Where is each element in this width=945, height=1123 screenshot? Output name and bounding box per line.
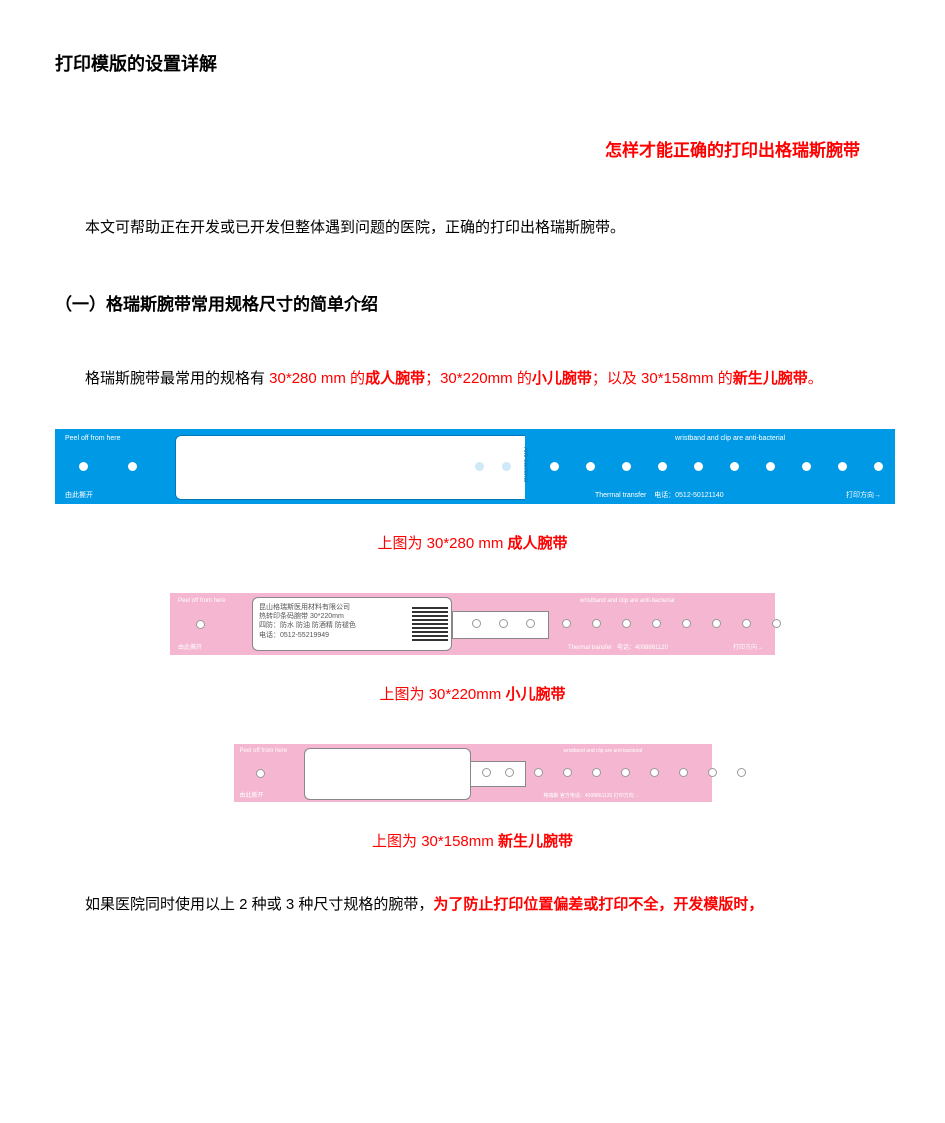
antibacterial-text: wristband and clip are anti-bacterial xyxy=(564,748,643,754)
caption-size: 30*220mm xyxy=(429,686,506,703)
caption-bold: 小儿腕带 xyxy=(505,686,565,703)
child-strap-holes xyxy=(562,619,781,628)
print-direction-text: 打印方向→ xyxy=(733,642,763,651)
spec-bold-newborn: 新生儿腕带 xyxy=(733,370,808,387)
newborn-mid-holes xyxy=(482,768,514,777)
adult-mid-holes xyxy=(475,462,511,471)
spec-mid: ；以及 xyxy=(592,370,641,387)
tear-here-text: 由此撕开 xyxy=(65,490,93,500)
tear-here-text: 由此撕开 xyxy=(178,642,202,651)
newborn-left-hole xyxy=(256,769,265,778)
newborn-caption: 上图为 30*158mm 新生儿腕带 xyxy=(55,830,890,851)
adult-left-holes xyxy=(79,462,137,471)
antibacterial-text: wristband and clip are anti-bacterial xyxy=(675,435,785,442)
adult-caption: 上图为 30*280 mm 成人腕带 xyxy=(55,532,890,553)
child-wristband: 昆山格瑞斯医用材料有限公司 热转印条码腕带 30*220mm 四防：防水 防油 … xyxy=(170,593,775,655)
bottom-right-text: 格瑞斯 官方电话：4008861120 打印方向→ xyxy=(544,792,639,799)
spec-size-child: 30*220mm xyxy=(440,370,517,387)
warning-paragraph: 如果医院同时使用以上 2 种或 3 种尺寸规格的腕带，为了防止打印位置偏差或打印… xyxy=(55,891,890,920)
newborn-wristband: Peel off from here 由此撕开 wristband and cl… xyxy=(234,744,712,802)
thermal-phone-text: Thermal transfer 电话：0512-50121140 xyxy=(595,490,724,500)
spec-bold-adult: 成人腕带 xyxy=(365,370,425,387)
adult-band-figure: Peel off from here 由此撕开 wristband and cl… xyxy=(55,429,890,504)
spec-end: 。 xyxy=(808,370,823,387)
caption-pre: 上图为 xyxy=(380,686,429,703)
newborn-band-label-area xyxy=(304,748,471,800)
newborn-band-figure: Peel off from here 由此撕开 wristband and cl… xyxy=(55,744,890,802)
child-left-hole xyxy=(196,620,205,629)
peel-off-text: Peel off from here xyxy=(240,748,288,754)
spec-semi1: ； xyxy=(425,370,440,387)
spec-size-adult: 30*280 mm xyxy=(269,370,350,387)
tear-here-text: 由此撕开 xyxy=(240,790,264,799)
caption-pre: 上图为 xyxy=(372,833,421,850)
caption-size: 30*280 mm xyxy=(427,535,508,552)
peel-off-text: Peel off from here xyxy=(65,435,121,442)
warn-text: 如果医院同时使用以上 2 种或 3 种尺寸规格的腕带， xyxy=(85,896,433,913)
warn-bold: 为了防止打印位置偏差或打印不全，开发模版时， xyxy=(433,896,763,913)
peel-off-text: Peel off from here xyxy=(178,598,226,604)
spec-paragraph: 格瑞斯腕带最常用的规格有 30*280 mm 的成人腕带；30*220mm 的小… xyxy=(55,365,890,394)
spec-de1: 的 xyxy=(350,370,365,387)
child-band-figure: 昆山格瑞斯医用材料有限公司 热转印条码腕带 30*220mm 四防：防水 防油 … xyxy=(55,593,890,655)
intro-paragraph: 本文可帮助正在开发或已开发但整体遇到问题的医院，正确的打印出格瑞斯腕带。 xyxy=(55,216,890,240)
caption-bold: 成人腕带 xyxy=(508,535,568,552)
subtitle: 怎样才能正确的打印出格瑞斯腕带 xyxy=(55,136,860,161)
adult-wristband: Peel off from here 由此撕开 wristband and cl… xyxy=(55,429,895,504)
spec-size-newborn: 30*158mm xyxy=(641,370,718,387)
spec-de3: 的 xyxy=(718,370,733,387)
print-direction-text: 打印方向→ xyxy=(846,490,881,500)
page-title: 打印模版的设置详解 xyxy=(55,50,890,76)
spec-de2: 的 xyxy=(517,370,532,387)
caption-size: 30*158mm xyxy=(421,833,498,850)
spec-bold-child: 小儿腕带 xyxy=(532,370,592,387)
thermal-phone-text: Thermal transfer 电话：4008861120 xyxy=(568,642,668,651)
antibacterial-text: wristband and clip are anti-bacterial xyxy=(580,598,674,604)
child-caption: 上图为 30*220mm 小儿腕带 xyxy=(55,683,890,704)
caption-bold: 新生儿腕带 xyxy=(498,833,573,850)
section-1-heading: （一）格瑞斯腕带常用规格尺寸的简单介绍 xyxy=(55,290,890,315)
spec-text: 格瑞斯腕带最常用的规格有 xyxy=(85,370,269,387)
newborn-strap-holes xyxy=(534,768,746,777)
caption-pre: 上图为 xyxy=(377,535,426,552)
child-mid-holes xyxy=(472,619,535,628)
vertical-antibacterial: Anti-bacterial xyxy=(522,447,528,482)
qr-code-icon xyxy=(410,603,450,643)
adult-strap-holes xyxy=(550,462,883,471)
